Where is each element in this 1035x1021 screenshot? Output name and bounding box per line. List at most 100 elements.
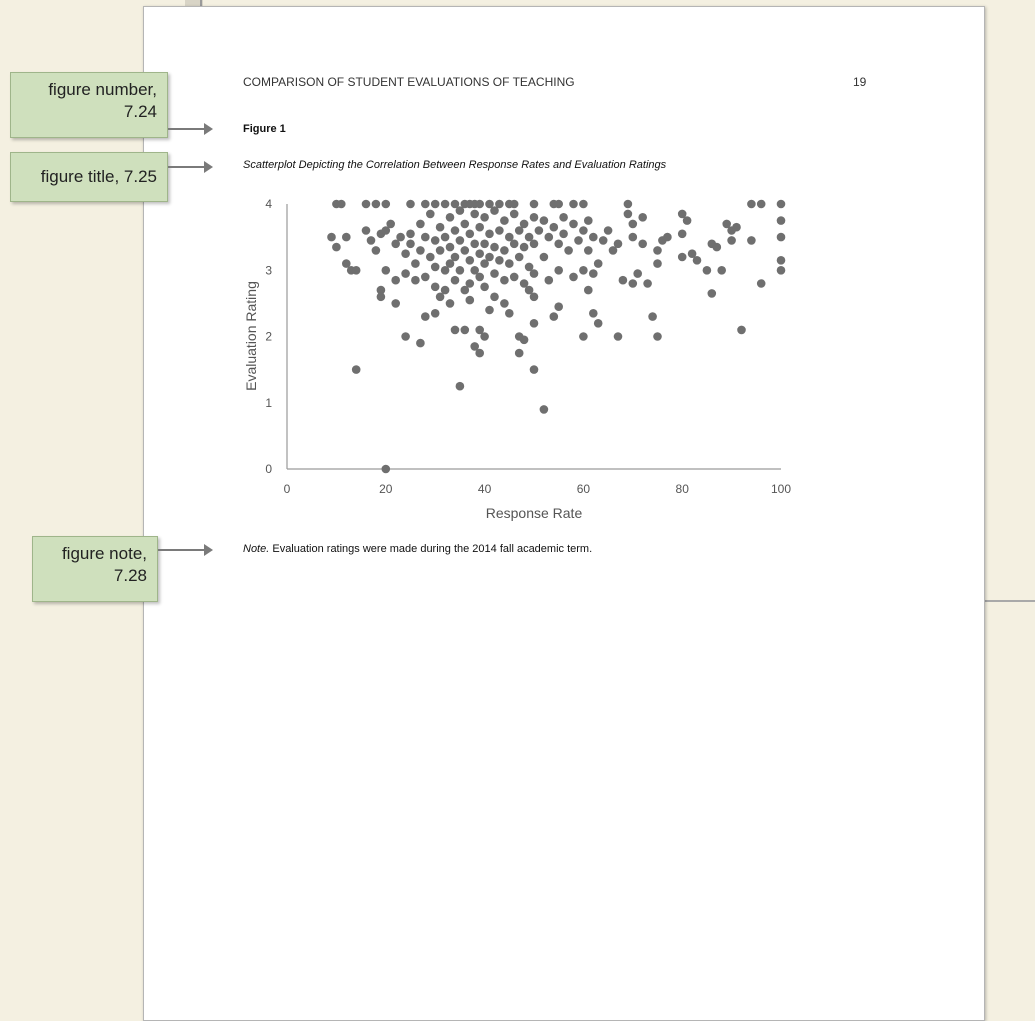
data-point [411,259,420,268]
data-point [514,226,524,235]
data-point [633,269,642,278]
data-point [687,249,697,258]
data-point [569,272,578,282]
callout-figure-number: figure number, 7.24 [10,72,168,138]
data-point [342,232,351,242]
data-point [707,289,717,298]
x-tick-label: 0 [284,482,291,496]
data-point [643,279,652,288]
data-point [445,213,455,222]
data-point [519,242,529,252]
data-point [500,275,509,285]
callout-figure-title-line1: figure title, 7.25 [40,167,157,186]
data-point [480,239,489,249]
note-text: Evaluation ratings were made during the … [269,543,593,555]
data-point [663,232,672,242]
data-point [381,266,391,275]
data-point [460,246,470,255]
x-tick-label: 60 [577,482,591,496]
data-point [396,232,405,242]
data-point [361,199,371,209]
data-point [756,279,766,288]
data-point [465,295,475,305]
running-head: COMPARISON OF STUDENT EVALUATIONS OF TEA… [243,75,575,89]
data-point [653,332,662,341]
data-point [426,209,435,219]
data-point [509,199,519,209]
data-point [505,232,514,242]
data-point [440,285,450,295]
figure-number: Figure 1 [243,123,286,135]
data-point [653,259,662,268]
data-point [628,232,638,242]
data-point [628,279,638,288]
y-tick-label: 3 [265,263,272,277]
data-point [381,199,391,209]
data-point [337,199,346,209]
data-point [480,259,489,268]
data-point [776,232,786,242]
page-edge-line [200,0,202,8]
y-tick-labels: 0 1 2 3 4 [265,197,272,476]
data-point [603,226,613,235]
data-point [455,236,465,245]
data-point [495,256,504,265]
data-point [465,279,475,288]
data-point [554,239,563,249]
data-point [529,365,539,374]
data-point [589,309,598,318]
data-point [677,252,687,262]
data-point [653,246,662,255]
data-point [455,266,465,275]
data-point [732,222,741,232]
data-point [430,199,440,209]
data-point [549,312,559,321]
data-point [737,325,746,335]
data-point [450,275,460,285]
data-points [327,199,786,474]
data-point [544,275,554,285]
data-point [470,239,479,249]
data-point [524,232,534,242]
data-point [435,222,445,232]
data-point [342,259,351,268]
data-point [529,292,539,302]
callout-figure-note-line2: 7.28 [113,566,147,585]
data-point [579,226,588,235]
data-point [544,232,554,242]
data-point [376,285,386,295]
data-point [529,239,539,249]
data-point [376,292,386,302]
data-point [509,272,519,282]
data-point [351,266,361,275]
data-point [450,199,460,209]
data-point [618,275,628,285]
data-point [529,269,539,278]
data-point [638,239,647,249]
data-point [391,239,400,249]
data-point [569,199,578,209]
data-point [470,266,479,275]
data-point [485,252,494,262]
x-axis-label: Response Rate [486,505,583,521]
data-point [593,259,603,268]
data-point [509,239,519,249]
data-point [509,209,519,219]
data-point [613,239,623,249]
data-point [475,348,484,358]
data-point [421,272,430,282]
data-point [475,199,484,209]
data-point [519,279,529,288]
data-point [519,219,529,229]
data-point [406,239,415,249]
arrow-figure-note [158,544,213,556]
data-point [495,226,504,235]
data-point [435,246,445,255]
data-point [584,285,593,295]
data-point [554,199,563,209]
data-point [559,213,568,222]
figure-title: Scatterplot Depicting the Correlation Be… [243,159,667,171]
x-tick-label: 40 [478,482,492,496]
callout-figure-note-line1: figure note, [61,544,147,563]
background-page [983,600,1035,1021]
